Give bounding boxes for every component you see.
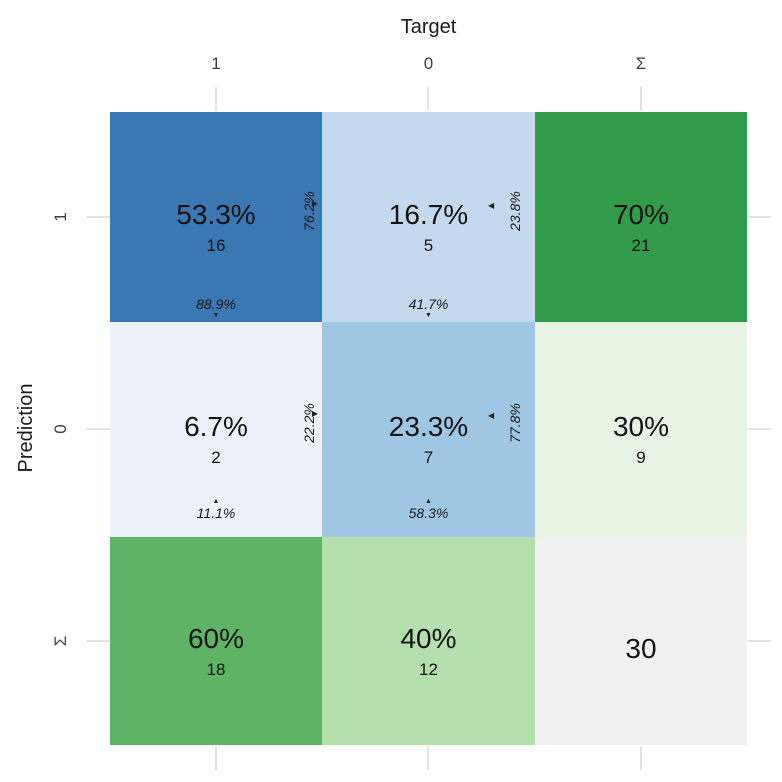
axis-tick: [215, 87, 217, 111]
cell-values: 30% 9: [535, 332, 747, 547]
row-label-1: 1: [51, 212, 70, 222]
y-axis-title: Prediction: [15, 383, 37, 473]
cell-percent: 23.3%: [388, 411, 469, 442]
cell-values: 53.3% 16: [110, 122, 322, 332]
cell-colsum-target0: 40% 12: [322, 537, 535, 745]
cell-count: 18: [206, 659, 226, 679]
cell-percent: 53.3%: [176, 198, 256, 230]
cell-count: 7: [423, 448, 434, 467]
row-percent: 77.8%: [507, 403, 524, 443]
axis-tick: [427, 87, 429, 111]
cell-percent: 6.7%: [184, 411, 248, 442]
cell-count: 5: [423, 235, 434, 255]
cell-pred0-rowsum: 30% 9: [535, 322, 747, 537]
column-percent: 41.7% ▼: [322, 296, 535, 319]
column-percent-value: 11.1%: [196, 505, 236, 521]
cell-values: 6.7% 2: [110, 332, 322, 547]
column-percent: ▲ 58.3%: [322, 498, 535, 521]
cell-colsum-target1: 60% 18: [110, 537, 322, 745]
cell-values: 16.7% 5: [322, 122, 535, 332]
row-label-0: 0: [51, 424, 70, 434]
column-label-1: 1: [211, 54, 221, 73]
axis-tick: [87, 216, 110, 218]
right-arrow-icon: ▶: [311, 199, 318, 208]
cell-count: 21: [631, 235, 651, 255]
column-label-sum: Σ: [635, 54, 647, 73]
axis-tick: [748, 428, 771, 430]
down-arrow-icon: ▼: [425, 312, 432, 319]
cell-values: 70% 21: [535, 122, 747, 332]
cell-values: 60% 18: [110, 547, 322, 755]
axis-tick: [87, 640, 110, 642]
cell-values: 40% 12: [322, 547, 535, 755]
cell-count: 9: [636, 448, 646, 467]
cell-count: 12: [419, 659, 438, 679]
row-label-sum: Σ: [51, 635, 70, 647]
cell-pred0-target0: 23.3% 7 77.8% ◀ ▲ 58.3%: [322, 322, 535, 537]
cell-count: 2: [211, 448, 221, 467]
column-percent: 88.9% ▼: [110, 296, 322, 319]
axis-tick: [640, 87, 642, 111]
row-percent: 76.2%: [301, 190, 318, 231]
up-arrow-icon: ▲: [212, 498, 220, 505]
cell-values: 23.3% 7: [322, 332, 535, 547]
down-arrow-icon: ▼: [212, 312, 220, 319]
cell-percent: 30%: [612, 411, 670, 442]
cell-percent: 40%: [400, 622, 457, 654]
cell-percent: 70%: [612, 198, 670, 230]
x-axis-title: Target: [400, 16, 457, 38]
cell-pred0-target1: 6.7% 2 22.2% ▶ ▲ 11.1%: [110, 322, 322, 537]
axis-tick: [640, 746, 642, 770]
axis-tick: [748, 640, 771, 642]
column-percent-value: 58.3%: [408, 505, 449, 521]
cell-pred1-target0: 16.7% 5 23.8% ◀ 41.7% ▼: [322, 112, 535, 322]
cell-values: 30: [535, 547, 747, 755]
cell-count: 16: [206, 235, 226, 255]
row-percent: 23.8%: [507, 190, 524, 231]
axis-tick: [748, 216, 771, 218]
axis-tick: [87, 428, 110, 430]
column-labels: 1 0 Σ: [110, 54, 747, 74]
matrix-grid: 53.3% 16 76.2% ▶ 88.9% ▼ 16.7% 5 23.8% ◀…: [110, 112, 747, 745]
cell-total: 30: [535, 537, 747, 745]
column-label-0: 0: [423, 54, 434, 73]
axis-tick: [427, 746, 429, 770]
cell-pred1-target1: 53.3% 16 76.2% ▶ 88.9% ▼: [110, 112, 322, 322]
left-arrow-icon: ◀: [488, 411, 495, 420]
right-arrow-icon: ▶: [311, 409, 318, 418]
axis-tick: [215, 746, 217, 770]
cell-percent: 16.7%: [388, 198, 469, 230]
cell-pred1-rowsum: 70% 21: [535, 112, 747, 322]
left-arrow-icon: ◀: [488, 201, 495, 210]
column-percent: ▲ 11.1%: [110, 498, 322, 521]
column-percent-value: 88.9%: [196, 296, 236, 312]
cell-total-count: 30: [625, 632, 657, 664]
column-percent-value: 41.7%: [408, 296, 449, 312]
up-arrow-icon: ▲: [425, 498, 432, 505]
cell-percent: 60%: [187, 622, 245, 654]
